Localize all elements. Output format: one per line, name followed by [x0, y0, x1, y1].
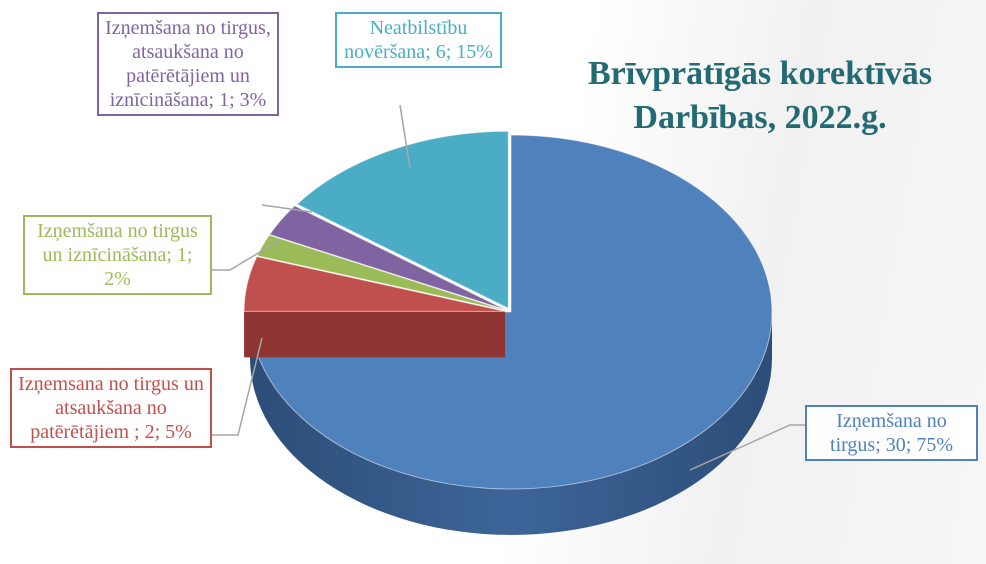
pie-slice	[256, 234, 506, 311]
pie-side	[250, 312, 772, 535]
leader-line	[689, 424, 805, 471]
leader-line	[261, 204, 313, 213]
pie-slice	[268, 205, 507, 311]
data-label: Izņemšana no tirgus; 30; 75%	[805, 405, 978, 461]
pie-slice	[249, 134, 773, 490]
pie-slice	[296, 130, 509, 310]
data-label: Neatbilstību novēršana; 6; 15%	[335, 12, 502, 68]
leader-line	[212, 239, 281, 271]
leader-line	[399, 104, 411, 169]
leader-line	[212, 337, 263, 436]
pie-slice	[243, 256, 506, 312]
data-label: Izņemšana no tirgus, atsaukšana no patēr…	[97, 12, 279, 116]
pie-side	[244, 311, 506, 358]
data-label: Izņemsana no tirgus un atsaukšana no pat…	[10, 368, 212, 448]
data-label: Izņemšana no tirgus un iznīcināšana; 1; …	[23, 215, 212, 295]
chart-title: Brīvprātīgās korektīvās Darbības, 2022.g…	[587, 55, 933, 136]
